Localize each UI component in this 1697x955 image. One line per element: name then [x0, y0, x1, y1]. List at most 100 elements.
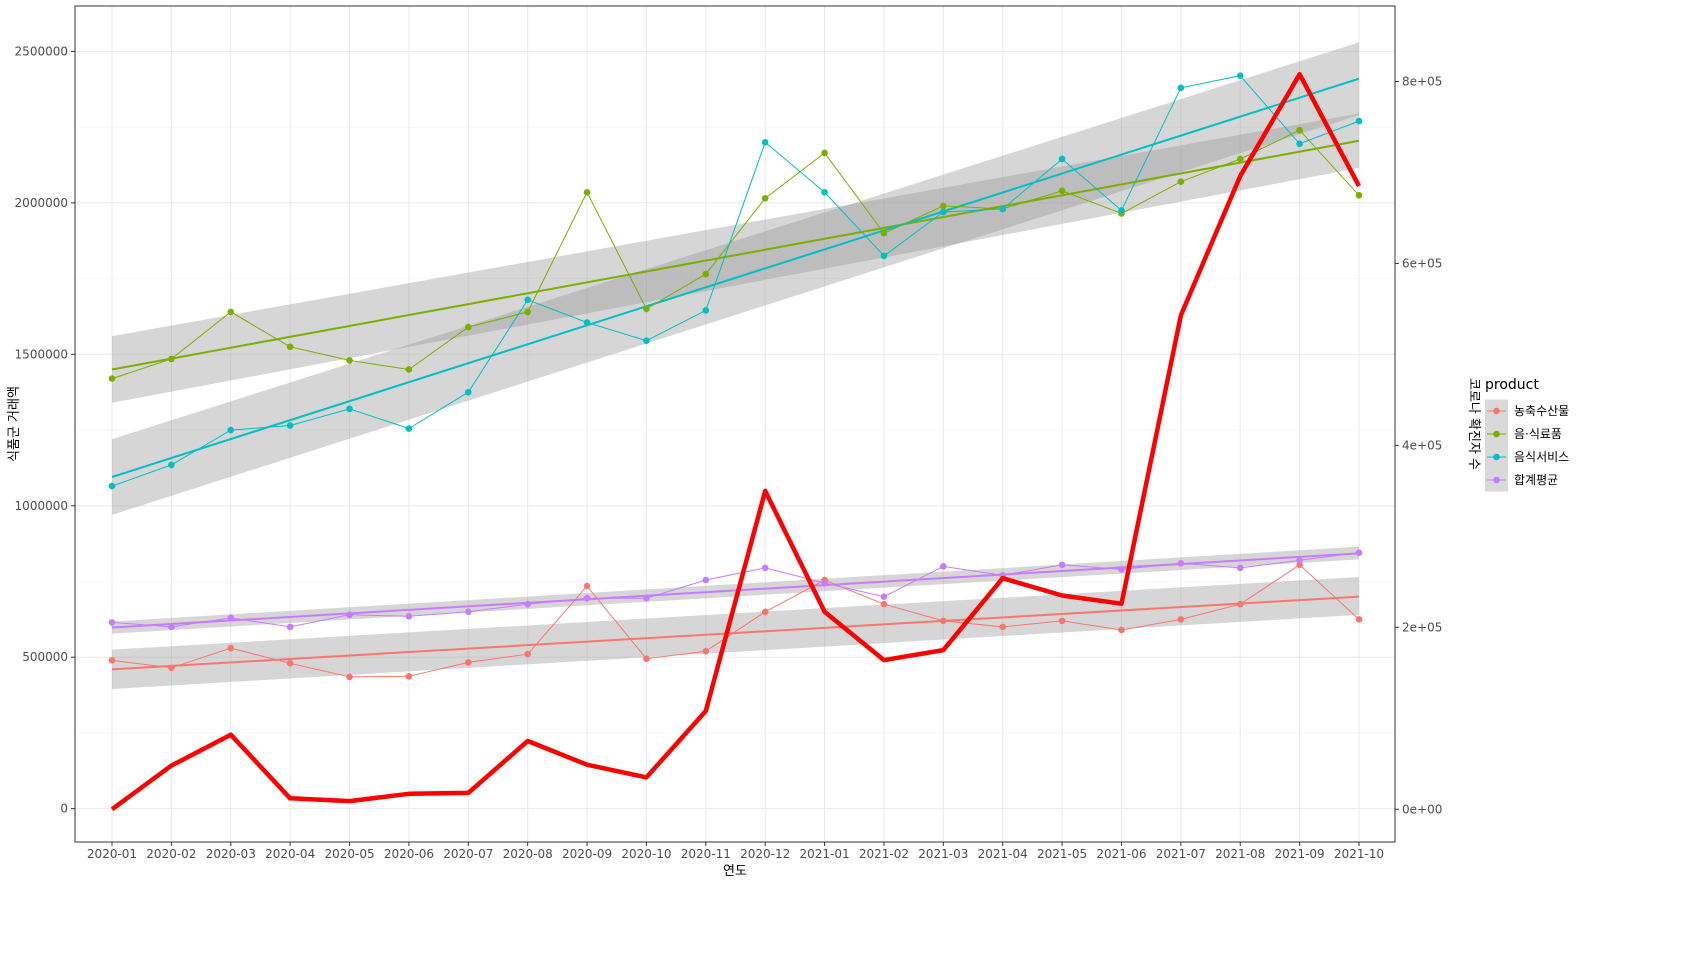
series-line [111, 75, 1360, 487]
data-point [643, 305, 650, 313]
plot-panel-border [74, 5, 1396, 843]
data-point [524, 308, 531, 316]
data-point [1355, 549, 1363, 557]
trend-line [111, 77, 1360, 478]
y2-tick-label: 6e+05 [1402, 256, 1442, 270]
data-point [168, 461, 175, 469]
data-point [880, 252, 888, 260]
data-point [880, 229, 888, 237]
x-tick-label: 2021-01 [800, 847, 850, 861]
data-point [1296, 126, 1303, 134]
y2-tick-label: 8e+05 [1402, 75, 1442, 89]
data-point [405, 673, 413, 680]
data-point [108, 656, 116, 664]
data-point [761, 608, 769, 616]
data-point [821, 579, 828, 587]
y-axis-title: 식품군 거래액 [7, 386, 22, 462]
x-axis-title: 연도 [723, 864, 747, 879]
data-point [286, 343, 294, 351]
x-tick-label: 2020-02 [146, 847, 196, 861]
data-point [405, 366, 413, 373]
data-point [346, 673, 353, 681]
legend-key-point [1493, 430, 1500, 438]
trend-line [111, 139, 1360, 371]
data-point [464, 323, 472, 331]
y2-axis-title: 코로나 확진자 수 [1466, 378, 1481, 470]
legend-key-point [1493, 407, 1500, 415]
data-point [108, 375, 116, 382]
series-lines [111, 75, 1360, 678]
data-point [1236, 72, 1244, 79]
x-axis: 2020-01 2020-02 2020-03 2020-04 2020-05 2020-… [87, 842, 1384, 861]
x-tick-label: 2021-05 [1037, 847, 1087, 861]
data-point [1058, 187, 1066, 195]
x-tick-label: 2020-01 [87, 847, 137, 861]
legend-title: product [1485, 377, 1539, 393]
data-point [940, 563, 947, 570]
data-point [286, 422, 294, 429]
data-point [643, 337, 650, 345]
data-point [880, 600, 888, 608]
y-tick-label: 0 [60, 802, 68, 816]
data-point [761, 195, 769, 202]
data-point [346, 405, 353, 413]
data-point [821, 149, 828, 157]
series-line [111, 552, 1360, 628]
data-point [1058, 617, 1066, 625]
data-point [702, 576, 710, 584]
data-point [1236, 155, 1244, 163]
covid-line [110, 71, 1361, 812]
trend-line [111, 552, 1360, 629]
trend-lines [111, 77, 1360, 671]
x-tick-label: 2020-10 [621, 847, 671, 861]
data-point [346, 611, 353, 619]
data-point [524, 600, 531, 608]
x-tick-label: 2021-08 [1215, 847, 1265, 861]
data-point [286, 659, 294, 667]
data-point [464, 608, 472, 616]
series-line [111, 129, 1360, 380]
x-tick-label: 2021-10 [1334, 847, 1384, 861]
data-point [940, 208, 947, 216]
y-tick-label: 1000000 [15, 499, 68, 513]
data-point [940, 617, 947, 625]
data-point [1236, 600, 1244, 608]
data-point [1058, 155, 1066, 163]
data-point [1118, 207, 1125, 214]
data-point [524, 296, 531, 304]
x-tick-label: 2020-07 [443, 847, 493, 861]
data-point [227, 426, 235, 434]
data-point [643, 594, 650, 602]
x-tick-label: 2020-06 [384, 847, 434, 861]
data-point [1177, 178, 1185, 185]
data-point [702, 307, 710, 314]
x-tick-label: 2021-03 [918, 847, 968, 861]
data-point [227, 308, 235, 316]
data-point [583, 188, 591, 196]
data-point [405, 613, 413, 620]
x-tick-label: 2020-08 [503, 847, 553, 861]
x-tick-label: 2020-04 [265, 847, 315, 861]
data-point [168, 623, 175, 631]
y2-tick-label: 4e+05 [1402, 438, 1442, 452]
data-point [1236, 564, 1244, 572]
data-point [464, 388, 472, 396]
series-points [108, 72, 1363, 681]
x-tick-label: 2020-11 [681, 847, 731, 861]
covid-cases-line [110, 71, 1361, 812]
data-point [643, 655, 650, 663]
data-point [1118, 566, 1125, 573]
data-point [1177, 616, 1185, 623]
legend-label: 합계평균 [1514, 473, 1558, 487]
x-tick-label: 2021-02 [859, 847, 909, 861]
x-tick-label: 2021-06 [1096, 847, 1146, 861]
x-tick-label: 2021-09 [1275, 847, 1325, 861]
data-point [1296, 557, 1303, 564]
data-point [227, 614, 235, 622]
x-tick-label: 2020-09 [562, 847, 612, 861]
data-point [1355, 192, 1363, 199]
data-point [1296, 140, 1303, 148]
data-point [702, 270, 710, 278]
y2-tick-label: 0e+00 [1402, 802, 1442, 816]
